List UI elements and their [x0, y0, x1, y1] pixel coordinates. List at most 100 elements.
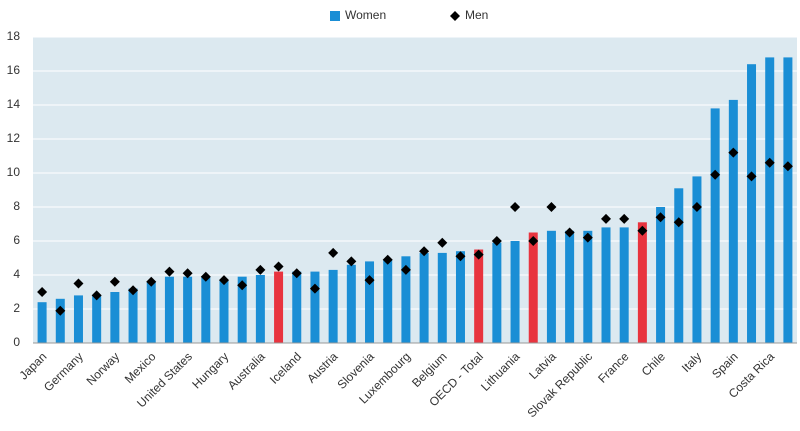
bar [710, 108, 720, 344]
marker [728, 147, 739, 158]
marker [291, 268, 302, 279]
x-tick-label: Latvia [526, 349, 559, 382]
y-tick-label: 0 [13, 335, 20, 349]
bar [183, 276, 193, 343]
bar [419, 252, 429, 343]
bar [110, 292, 120, 343]
x-tick-label: Spain [709, 349, 741, 381]
legend-label: Men [465, 8, 488, 22]
marker [91, 290, 102, 301]
legend-label: Women [345, 8, 386, 22]
marker [164, 266, 175, 277]
marker [491, 236, 502, 246]
bar [437, 252, 447, 343]
marker [655, 212, 666, 223]
marker [564, 227, 575, 238]
marker [473, 249, 484, 260]
bar [310, 271, 320, 343]
marker [128, 285, 139, 296]
bar [346, 264, 356, 343]
bar [146, 281, 156, 343]
marker [419, 246, 430, 257]
bar [201, 276, 211, 343]
marker [37, 287, 48, 297]
marker [273, 261, 284, 272]
bar [656, 207, 666, 343]
bar [255, 275, 265, 343]
x-tick-label: Lithuania [478, 349, 523, 394]
marker [146, 276, 157, 287]
bar [674, 188, 684, 343]
bar [583, 230, 593, 343]
marker [364, 275, 375, 286]
x-tick-label: Slovak Republic [524, 349, 595, 420]
bar [565, 230, 575, 343]
bar [365, 261, 375, 343]
x-tick-label: Chile [639, 349, 668, 378]
x-tick-label: Norway [84, 349, 123, 388]
bar [292, 271, 302, 343]
bar [619, 227, 629, 343]
y-tick-label: 10 [7, 165, 21, 179]
x-tick-label: Italy [679, 349, 704, 374]
marker [382, 254, 393, 265]
legend-swatch [450, 11, 460, 21]
bar [219, 280, 229, 343]
bar [164, 276, 174, 343]
bar [237, 276, 247, 343]
y-tick-label: 2 [13, 301, 20, 315]
marker [582, 232, 593, 243]
x-tick-label: Australia [225, 349, 268, 392]
marker [309, 283, 320, 294]
bar [528, 232, 538, 343]
marker [237, 280, 248, 291]
bar [765, 57, 775, 344]
y-tick-label: 4 [13, 267, 20, 281]
marker [764, 157, 775, 168]
bar [37, 302, 47, 343]
bar [783, 57, 793, 344]
plot-background [33, 37, 797, 343]
legend-swatch [330, 11, 340, 21]
marker [346, 256, 357, 267]
y-tick-label: 14 [7, 97, 21, 111]
bar [383, 259, 393, 343]
x-tick-label: Japan [16, 349, 49, 382]
marker [637, 225, 648, 236]
bar [73, 295, 83, 343]
marker [455, 251, 466, 262]
marker [619, 213, 630, 224]
bar [637, 222, 647, 343]
bar [692, 176, 702, 343]
marker [55, 305, 66, 316]
marker [782, 161, 793, 172]
y-tick-label: 18 [7, 29, 21, 43]
bar [474, 249, 484, 343]
marker [437, 237, 448, 248]
bar [510, 241, 520, 343]
bar [601, 227, 611, 343]
bar [455, 251, 465, 343]
bar [274, 271, 284, 343]
bar [728, 99, 738, 344]
marker [255, 264, 266, 275]
marker [691, 202, 702, 212]
x-tick-label: Germany [41, 349, 86, 394]
bar [747, 64, 757, 343]
marker [510, 202, 521, 212]
marker [109, 276, 120, 287]
marker [746, 171, 757, 182]
marker [400, 264, 411, 275]
y-tick-label: 8 [13, 199, 20, 213]
bar [55, 298, 65, 343]
marker [182, 268, 193, 279]
bar [492, 242, 502, 343]
bar [401, 256, 411, 343]
y-tick-label: 12 [7, 131, 21, 145]
marker [528, 236, 539, 246]
marker [73, 278, 84, 289]
marker [710, 169, 721, 180]
marker [546, 202, 557, 212]
y-tick-label: 6 [13, 233, 20, 247]
